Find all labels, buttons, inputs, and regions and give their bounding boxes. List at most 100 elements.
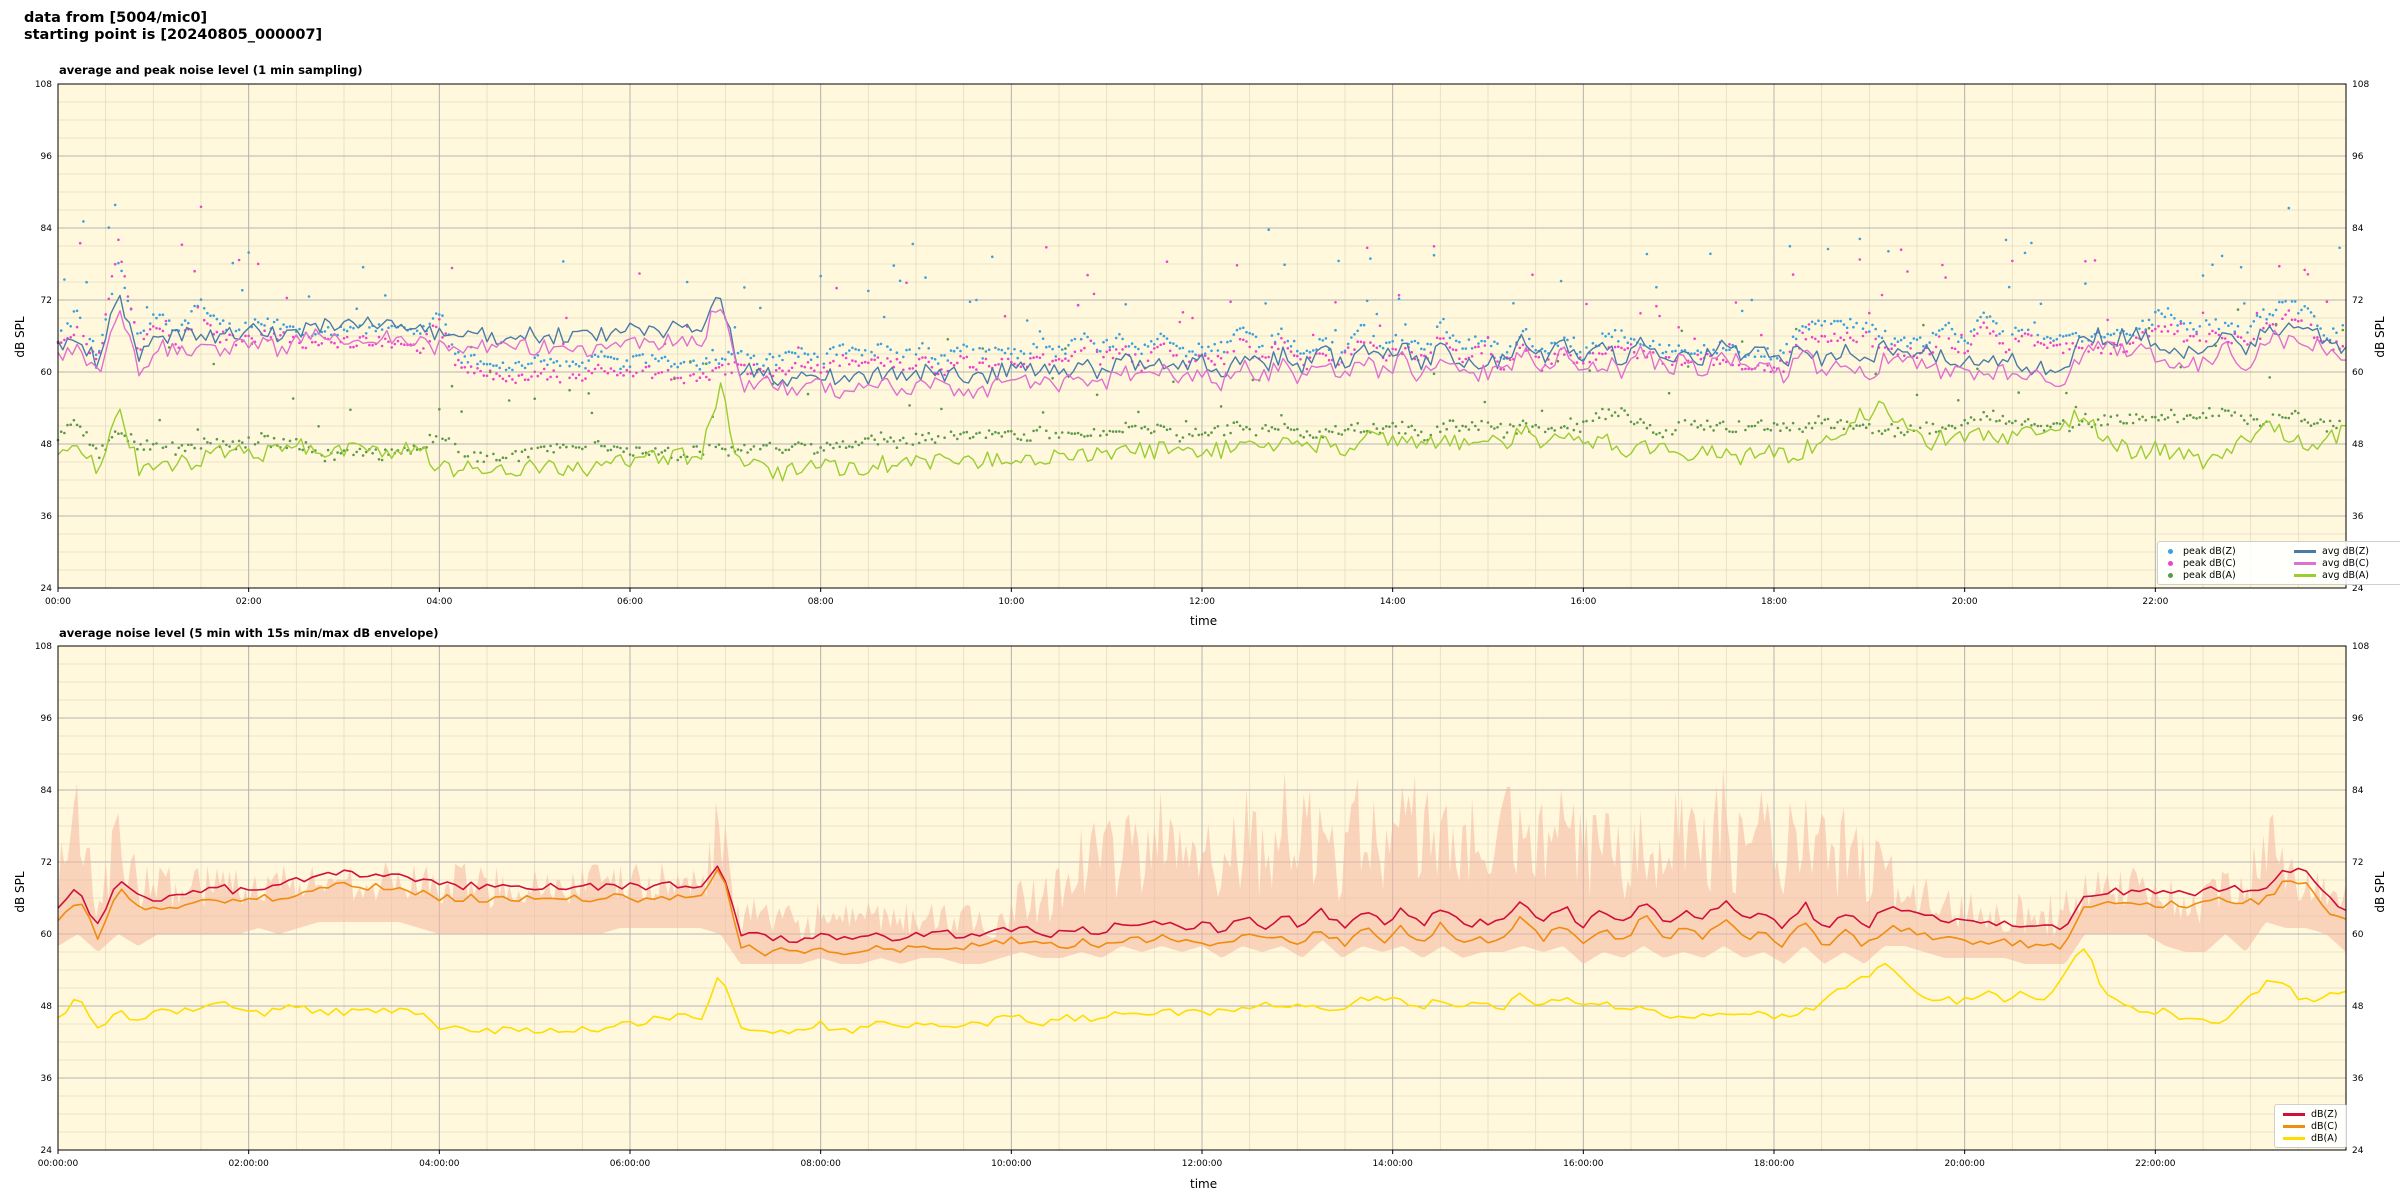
- data-point: [1559, 279, 1563, 283]
- data-point: [1728, 348, 1731, 352]
- data-point: [148, 328, 152, 331]
- data-point: [956, 346, 959, 350]
- data-point: [139, 443, 142, 446]
- data-point: [94, 447, 98, 450]
- data-point: [803, 365, 807, 369]
- data-point: [527, 378, 530, 382]
- data-point: [441, 314, 444, 317]
- data-point: [345, 329, 349, 333]
- data-point: [905, 348, 908, 352]
- data-point: [177, 446, 181, 450]
- data-point: [1737, 363, 1741, 367]
- data-point: [1518, 346, 1522, 350]
- data-point: [266, 317, 270, 321]
- data-point: [1868, 330, 1871, 333]
- data-point: [1404, 346, 1407, 350]
- data-point: [1833, 319, 1836, 323]
- data-point: [552, 361, 555, 364]
- data-point: [1156, 345, 1159, 349]
- data-point: [152, 442, 155, 446]
- data-point: [2236, 335, 2240, 339]
- data-point: [66, 322, 69, 325]
- data-point: [1972, 334, 1976, 338]
- data-point: [218, 322, 222, 326]
- data-point: [2258, 315, 2262, 319]
- data-point: [930, 365, 934, 369]
- data-point: [1458, 340, 1461, 344]
- data-point: [1060, 348, 1064, 351]
- data-point: [892, 365, 896, 369]
- data-point: [647, 365, 651, 368]
- data-point: [1674, 349, 1677, 353]
- y-tick-label-right: 24: [2352, 1146, 2364, 1156]
- data-point: [1937, 329, 1941, 332]
- data-point: [485, 362, 489, 366]
- data-point: [546, 363, 549, 367]
- data-point: [1289, 345, 1293, 348]
- data-point: [1763, 355, 1766, 358]
- data-point: [1664, 355, 1668, 359]
- data-point: [1372, 344, 1375, 347]
- data-point: [425, 332, 428, 336]
- x-tick-label: 18:00: [1761, 597, 1787, 607]
- data-point: [1550, 341, 1553, 345]
- data-point: [2185, 328, 2189, 331]
- data-point: [199, 298, 203, 301]
- data-point: [2014, 326, 2017, 330]
- data-point: [234, 329, 238, 333]
- y-tick-label: 60: [41, 368, 53, 378]
- data-point: [1006, 347, 1010, 350]
- data-point: [1569, 354, 1572, 357]
- data-point: [2004, 238, 2008, 242]
- data-point: [1010, 352, 1013, 356]
- data-point: [1953, 347, 1957, 351]
- data-point: [555, 375, 559, 379]
- data-point: [1051, 359, 1054, 363]
- data-point: [78, 425, 82, 428]
- data-point: [1289, 350, 1293, 353]
- data-point: [1416, 341, 1420, 345]
- data-point: [889, 348, 892, 352]
- data-point: [2243, 302, 2246, 305]
- data-point: [2128, 333, 2132, 337]
- data-point: [361, 265, 365, 269]
- data-point: [1845, 331, 1849, 335]
- data-point: [380, 328, 384, 331]
- chart-1-series: [56, 203, 2347, 482]
- data-point: [606, 371, 610, 375]
- data-point: [1299, 352, 1302, 355]
- data-point: [1388, 354, 1391, 357]
- data-point: [790, 351, 794, 354]
- data-point: [2061, 335, 2065, 338]
- data-point: [1296, 349, 1299, 353]
- data-point: [250, 337, 254, 340]
- data-point: [75, 423, 79, 427]
- data-point: [2020, 328, 2024, 332]
- data-point: [657, 359, 660, 363]
- data-point: [2080, 340, 2084, 343]
- data-point: [221, 319, 225, 322]
- data-point: [1051, 347, 1054, 351]
- data-point: [2052, 344, 2055, 347]
- data-point: [1172, 354, 1175, 357]
- data-point: [2071, 342, 2074, 345]
- data-point: [129, 433, 133, 436]
- y-tick-label-right: 108: [2352, 642, 2369, 652]
- data-point: [1658, 343, 1661, 347]
- data-point: [263, 329, 266, 333]
- data-point: [1540, 347, 1544, 351]
- data-point: [660, 356, 664, 360]
- data-point: [2154, 310, 2157, 314]
- y-tick-label-right: 84: [2352, 786, 2364, 796]
- data-point: [1013, 347, 1016, 351]
- data-point: [1165, 337, 1169, 340]
- data-point: [2166, 330, 2170, 333]
- data-point: [1385, 341, 1388, 345]
- data-point: [1899, 338, 1903, 342]
- data-point: [1079, 337, 1083, 341]
- data-point: [364, 336, 368, 340]
- data-point: [1842, 338, 1846, 342]
- data-point: [1381, 346, 1385, 350]
- data-point: [2281, 300, 2284, 304]
- data-point: [943, 373, 946, 377]
